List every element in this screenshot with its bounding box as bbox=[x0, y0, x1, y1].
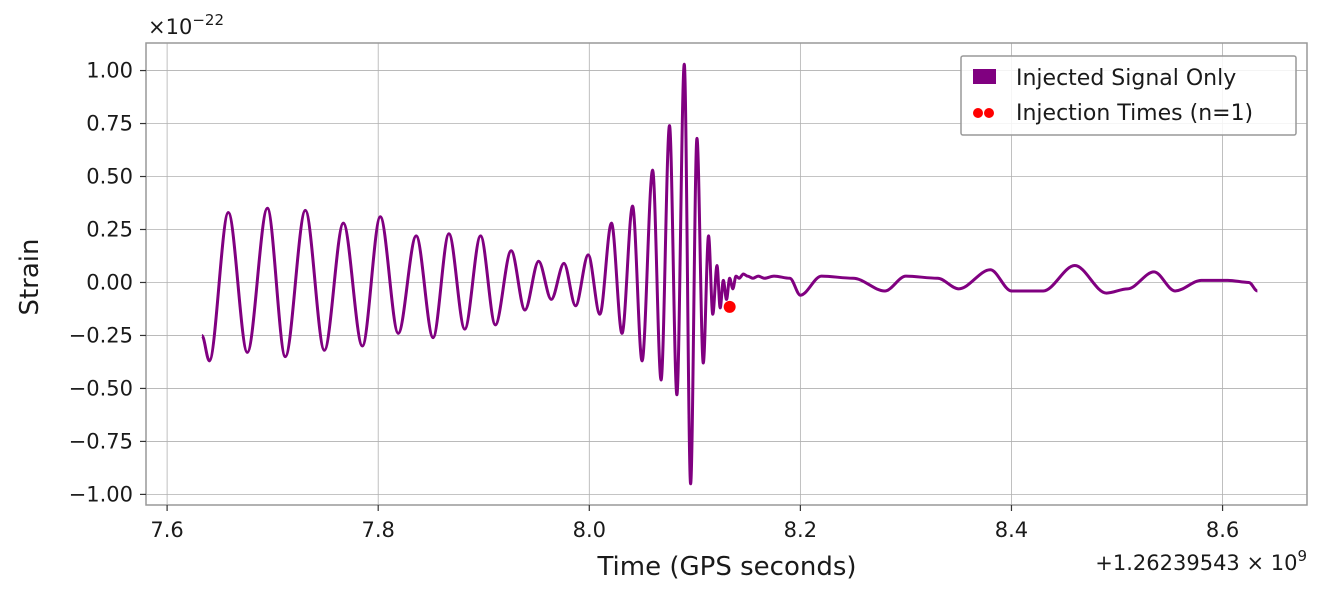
legend-marker-injection-times-b bbox=[984, 108, 994, 118]
series-injected-signal-line bbox=[200, 62, 1258, 486]
x-tick-label: 8.4 bbox=[995, 518, 1028, 542]
y-tick-label: 1.00 bbox=[86, 59, 133, 83]
x-tick-label: 7.8 bbox=[361, 518, 394, 542]
svg-text:×10−22: ×10−22 bbox=[148, 11, 224, 39]
svg-text:+1.26239543 × 109: +1.26239543 × 109 bbox=[1095, 547, 1307, 575]
y-tick-label: 0.25 bbox=[86, 217, 133, 241]
y-tick-label: −0.25 bbox=[69, 323, 133, 347]
y-tick-label: 0.75 bbox=[86, 112, 133, 136]
legend-swatch-injected-signal bbox=[973, 69, 996, 84]
legend-label-injected-signal: Injected Signal Only bbox=[1016, 66, 1236, 91]
y-tick-label: −0.50 bbox=[69, 376, 133, 400]
x-offset-label: +1.26239543 × 109 bbox=[1095, 547, 1307, 575]
x-tick-label: 7.6 bbox=[150, 518, 183, 542]
plot-frame bbox=[145, 42, 1308, 506]
y-axis: 1.00 0.75 0.50 0.25 0.00 −0.25 −0.50 −0.75 −1.00 bbox=[69, 59, 146, 506]
x-offset-text: +1.26239543 × 10 bbox=[1095, 551, 1297, 575]
x-offset-exponent: 9 bbox=[1297, 547, 1307, 565]
x-tick-label: 8.6 bbox=[1206, 518, 1239, 542]
legend-box bbox=[960, 55, 1297, 136]
y-tick-label: −1.00 bbox=[69, 482, 133, 506]
y-tick-label: 0.50 bbox=[86, 165, 133, 189]
x-axis-title: Time (GPS seconds) bbox=[596, 552, 856, 582]
legend-marker-injection-times-a bbox=[973, 108, 983, 118]
x-tick-label: 8.0 bbox=[573, 518, 606, 542]
y-tick-label: 0.00 bbox=[86, 270, 133, 294]
y-tick-label: −0.75 bbox=[69, 429, 133, 453]
y-scale-exponent: −22 bbox=[192, 11, 224, 29]
x-tick-label: 8.2 bbox=[784, 518, 817, 542]
legend-label-injection-times: Injection Times (n=1) bbox=[1016, 101, 1253, 126]
x-axis: 7.6 7.8 8.0 8.2 8.4 8.6 bbox=[150, 505, 1239, 542]
y-axis-title: Strain bbox=[15, 238, 45, 315]
series-layer bbox=[200, 62, 1258, 486]
legend: Injected Signal Only Injection Times (n=… bbox=[960, 55, 1297, 136]
y-scale-label: ×10 bbox=[148, 15, 192, 39]
y-scale-multiplier: ×10−22 bbox=[148, 11, 224, 39]
injection-time-point bbox=[723, 300, 736, 313]
